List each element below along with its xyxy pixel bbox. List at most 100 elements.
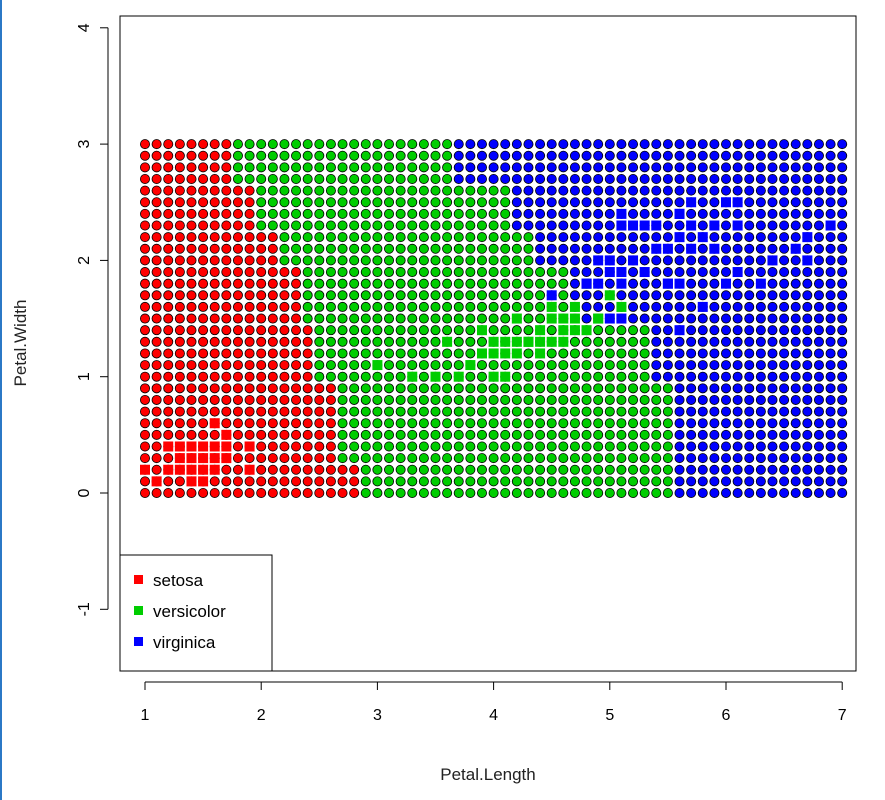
point-versicolor <box>593 360 604 371</box>
point-versicolor <box>314 150 325 161</box>
point-setosa <box>151 173 162 184</box>
point-versicolor <box>291 173 302 184</box>
point-setosa <box>151 255 162 266</box>
point-virginica <box>686 348 697 359</box>
point-virginica <box>697 255 708 266</box>
point-virginica <box>523 197 534 208</box>
training-point-versicolor <box>511 348 522 359</box>
point-versicolor <box>384 150 395 161</box>
point-versicolor <box>488 301 499 312</box>
point-virginica <box>732 290 743 301</box>
point-versicolor <box>349 255 360 266</box>
point-virginica <box>593 208 604 219</box>
point-virginica <box>628 313 639 324</box>
point-virginica <box>744 173 755 184</box>
point-setosa <box>174 185 185 196</box>
point-virginica <box>779 418 790 429</box>
point-setosa <box>267 290 278 301</box>
point-versicolor <box>291 150 302 161</box>
point-setosa <box>314 383 325 394</box>
point-virginica <box>581 173 592 184</box>
point-setosa <box>139 453 150 464</box>
point-virginica <box>697 197 708 208</box>
point-setosa <box>139 441 150 452</box>
point-versicolor <box>349 162 360 173</box>
point-versicolor <box>569 406 580 417</box>
point-virginica <box>674 173 685 184</box>
point-virginica <box>639 290 650 301</box>
point-virginica <box>686 487 697 498</box>
point-versicolor <box>360 360 371 371</box>
point-virginica <box>721 360 732 371</box>
point-versicolor <box>604 476 615 487</box>
point-versicolor <box>407 325 418 336</box>
training-point-virginica <box>616 278 627 289</box>
point-virginica <box>604 162 615 173</box>
point-setosa <box>198 267 209 278</box>
point-setosa <box>291 301 302 312</box>
point-virginica <box>813 301 824 312</box>
training-point-versicolor <box>581 325 592 336</box>
point-setosa <box>267 336 278 347</box>
point-setosa <box>163 371 174 382</box>
point-versicolor <box>349 139 360 150</box>
point-versicolor <box>418 197 429 208</box>
point-virginica <box>767 371 778 382</box>
point-virginica <box>639 208 650 219</box>
point-versicolor <box>418 371 429 382</box>
point-virginica <box>767 290 778 301</box>
point-versicolor <box>500 301 511 312</box>
training-point-virginica <box>767 255 778 266</box>
point-virginica <box>767 313 778 324</box>
point-setosa <box>267 313 278 324</box>
point-versicolor <box>256 220 267 231</box>
point-virginica <box>837 232 848 243</box>
point-versicolor <box>569 348 580 359</box>
point-versicolor <box>523 441 534 452</box>
point-virginica <box>593 139 604 150</box>
point-virginica <box>790 360 801 371</box>
point-virginica <box>709 406 720 417</box>
point-versicolor <box>372 255 383 266</box>
point-setosa <box>151 185 162 196</box>
point-versicolor <box>500 383 511 394</box>
point-versicolor <box>349 197 360 208</box>
point-virginica <box>837 278 848 289</box>
point-virginica <box>744 150 755 161</box>
point-versicolor <box>523 487 534 498</box>
point-versicolor <box>325 371 336 382</box>
point-virginica <box>767 418 778 429</box>
point-virginica <box>709 360 720 371</box>
training-point-virginica <box>697 232 708 243</box>
point-versicolor <box>639 336 650 347</box>
point-virginica <box>802 406 813 417</box>
point-setosa <box>337 487 348 498</box>
point-versicolor <box>651 418 662 429</box>
point-virginica <box>813 313 824 324</box>
point-virginica <box>697 476 708 487</box>
point-setosa <box>244 371 255 382</box>
point-virginica <box>813 487 824 498</box>
point-setosa <box>232 325 243 336</box>
point-versicolor <box>395 441 406 452</box>
x-tick-label: 6 <box>722 707 731 724</box>
point-versicolor <box>302 278 313 289</box>
point-virginica <box>813 476 824 487</box>
point-versicolor <box>418 267 429 278</box>
point-versicolor <box>256 150 267 161</box>
point-versicolor <box>395 255 406 266</box>
point-setosa <box>139 267 150 278</box>
point-virginica <box>662 360 673 371</box>
point-versicolor <box>337 185 348 196</box>
training-point-versicolor <box>558 336 569 347</box>
point-versicolor <box>558 464 569 475</box>
point-virginica <box>825 360 836 371</box>
point-versicolor <box>604 371 615 382</box>
point-versicolor <box>616 336 627 347</box>
point-versicolor <box>395 313 406 324</box>
point-virginica <box>651 325 662 336</box>
point-setosa <box>209 220 220 231</box>
point-virginica <box>651 336 662 347</box>
point-virginica <box>697 371 708 382</box>
point-setosa <box>302 476 313 487</box>
